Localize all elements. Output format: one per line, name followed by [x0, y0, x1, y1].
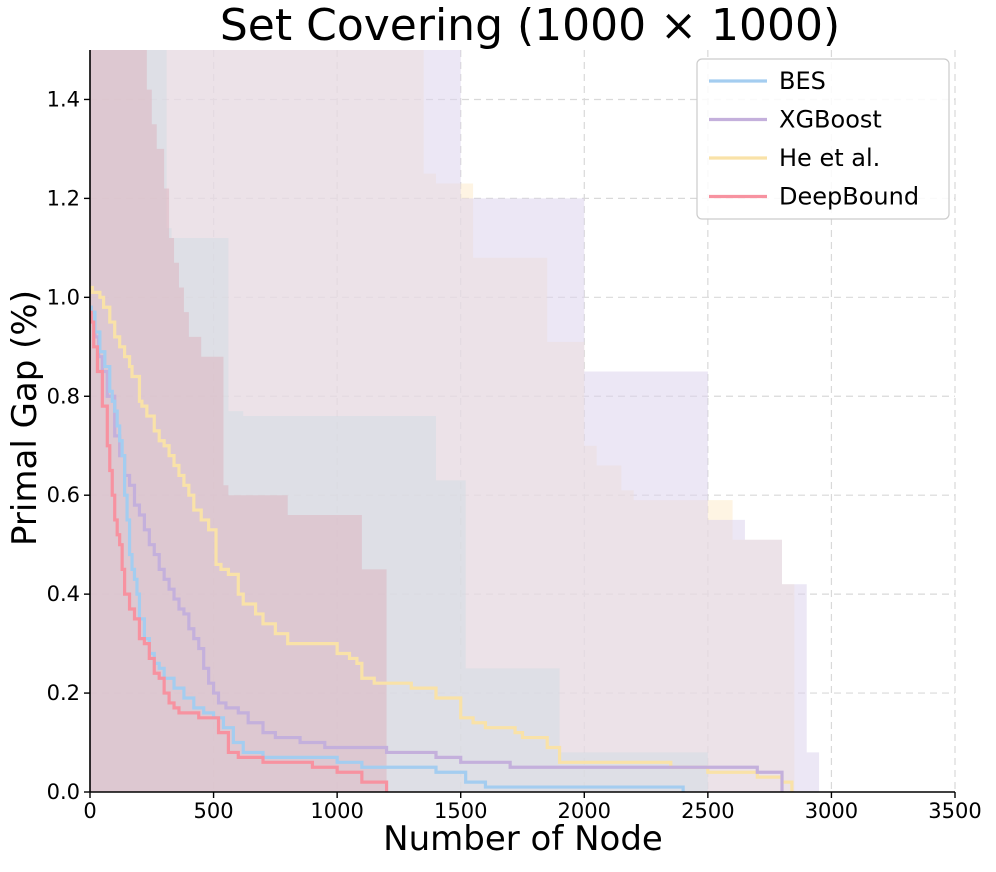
y-ticks: 0.0 0.2 0.4 0.6 0.8 1.0 1.2 1.4: [47, 87, 90, 804]
confidence-bands: [90, 50, 832, 792]
y-tick-label: 1.4: [47, 87, 80, 111]
series-lines: [89, 285, 794, 792]
x-tick-label: 0: [83, 799, 96, 823]
y-tick-label: 1.0: [47, 285, 80, 309]
x-tick-label: 2000: [558, 799, 611, 823]
line-he-et-al-: [90, 285, 794, 792]
y-tick-label: 0.6: [47, 483, 80, 507]
x-tick-label: 2500: [681, 799, 734, 823]
y-axis-label: Primal Gap (%): [5, 290, 45, 546]
x-axis-label: Number of Node: [383, 819, 663, 859]
y-tick-label: 0.8: [47, 384, 80, 408]
y-tick-label: 0.2: [47, 681, 80, 705]
legend-label: XGBoost: [779, 106, 882, 134]
line-deepbound: [89, 310, 389, 792]
legend-label: He et al.: [779, 144, 880, 172]
x-tick-label: 500: [194, 799, 234, 823]
chart-title: Set Covering (1000 × 1000): [220, 0, 840, 51]
x-ticks: 0 500 1000 1500 2000 2500 3000 3500: [83, 792, 982, 823]
legend-box: [696, 58, 950, 220]
legend: BES XGBoost He et al. DeepBound: [696, 58, 950, 220]
x-tick-label: 1500: [434, 799, 487, 823]
x-tick-label: 3500: [928, 799, 981, 823]
legend-label: DeepBound: [779, 183, 919, 211]
legend-label: BES: [779, 67, 826, 95]
axes: [89, 50, 955, 793]
x-tick-label: 3000: [805, 799, 858, 823]
y-tick-label: 0.0: [47, 780, 80, 804]
x-tick-label: 1000: [310, 799, 363, 823]
band-deepbound: [90, 50, 387, 792]
y-tick-label: 0.4: [47, 582, 80, 606]
y-tick-label: 1.2: [47, 186, 80, 210]
